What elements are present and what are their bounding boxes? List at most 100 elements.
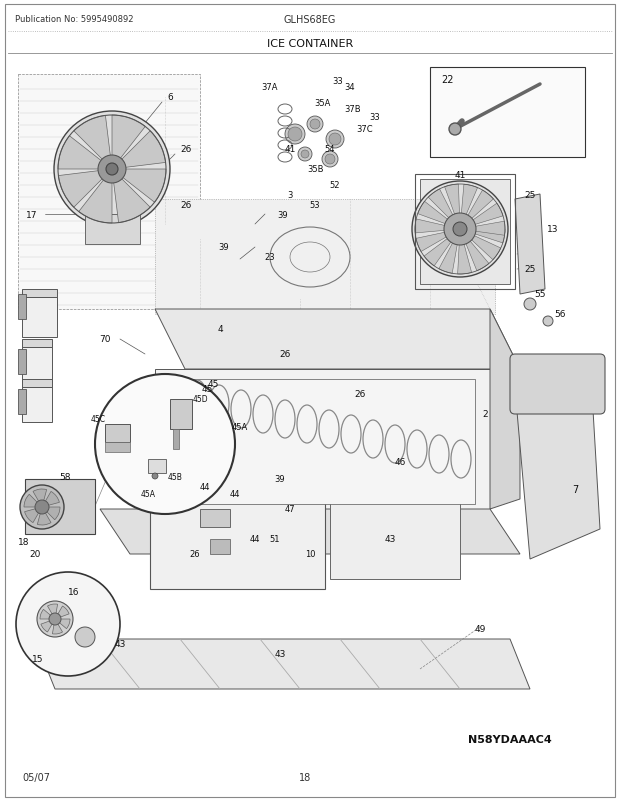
Polygon shape [175, 379, 475, 504]
Polygon shape [35, 639, 530, 689]
Wedge shape [460, 229, 489, 271]
Circle shape [106, 164, 118, 176]
Text: 45A: 45A [232, 423, 248, 432]
Wedge shape [415, 220, 460, 233]
Circle shape [543, 317, 553, 326]
Text: 33: 33 [332, 78, 343, 87]
Text: 39: 39 [278, 210, 288, 219]
Text: GLHS68EG: GLHS68EG [284, 15, 336, 25]
Polygon shape [22, 347, 52, 383]
Text: 43: 43 [384, 535, 396, 544]
Circle shape [307, 117, 323, 133]
Polygon shape [22, 298, 57, 338]
Wedge shape [42, 508, 60, 520]
Text: 44: 44 [250, 535, 260, 544]
Text: 51: 51 [270, 535, 280, 544]
Text: 33: 33 [370, 113, 381, 123]
Text: 18: 18 [299, 772, 311, 782]
Bar [148, 460, 166, 473]
Polygon shape [515, 195, 545, 294]
Text: 70: 70 [99, 335, 111, 344]
Polygon shape [100, 509, 520, 554]
Text: 39: 39 [275, 475, 285, 484]
Text: 16: 16 [68, 588, 80, 597]
Circle shape [20, 485, 64, 529]
Wedge shape [416, 229, 460, 252]
Bar [18, 75, 200, 310]
Wedge shape [40, 610, 55, 619]
Wedge shape [25, 508, 42, 523]
Circle shape [98, 156, 126, 184]
Text: 37B: 37B [345, 105, 361, 115]
Text: 45A: 45A [141, 490, 156, 499]
Text: 15: 15 [32, 654, 44, 664]
Text: Publication No: 5995490892: Publication No: 5995490892 [15, 15, 133, 25]
Polygon shape [22, 387, 52, 423]
Text: 45: 45 [207, 380, 219, 389]
Circle shape [95, 375, 235, 514]
Text: 26: 26 [180, 145, 192, 154]
Text: ICE CONTAINER: ICE CONTAINER [267, 39, 353, 49]
Text: 37A: 37A [262, 83, 278, 92]
FancyBboxPatch shape [510, 354, 605, 415]
Polygon shape [155, 310, 520, 370]
Wedge shape [74, 116, 112, 170]
Text: 39: 39 [219, 243, 229, 252]
Wedge shape [53, 619, 63, 634]
Bar [173, 429, 179, 449]
Text: 43: 43 [274, 650, 286, 658]
Text: N58YDAAAC4: N58YDAAAC4 [468, 734, 552, 744]
Circle shape [35, 500, 49, 514]
Wedge shape [460, 191, 494, 229]
Bar [18, 294, 26, 320]
Circle shape [310, 119, 320, 130]
Wedge shape [460, 229, 505, 244]
Circle shape [444, 214, 476, 245]
Text: 41: 41 [454, 170, 466, 180]
Circle shape [322, 152, 338, 168]
Text: 45B: 45B [167, 473, 182, 482]
Circle shape [152, 473, 158, 480]
Bar [430, 68, 585, 158]
Bar [155, 200, 495, 314]
Bar [18, 350, 26, 375]
Wedge shape [112, 115, 145, 170]
Wedge shape [58, 170, 112, 208]
Text: 05/07: 05/07 [22, 772, 50, 782]
Circle shape [449, 124, 461, 136]
Text: 41: 41 [285, 145, 296, 154]
Text: 4: 4 [217, 325, 223, 334]
Text: 26: 26 [354, 390, 366, 399]
Bar [150, 480, 325, 589]
Wedge shape [424, 229, 460, 266]
Text: 58: 58 [60, 473, 71, 482]
Polygon shape [155, 370, 490, 509]
Text: 44: 44 [200, 483, 210, 492]
Circle shape [412, 182, 508, 277]
Text: 37C: 37C [356, 125, 373, 134]
Bar [105, 424, 130, 443]
Text: 7: 7 [572, 484, 578, 494]
Wedge shape [58, 136, 112, 170]
Bar [415, 175, 515, 290]
Circle shape [49, 614, 61, 626]
Polygon shape [22, 379, 52, 387]
Wedge shape [460, 222, 505, 236]
Wedge shape [460, 185, 477, 229]
Text: 26: 26 [280, 350, 291, 359]
Text: 3: 3 [287, 190, 293, 199]
Text: 35B: 35B [308, 165, 324, 174]
Polygon shape [490, 310, 520, 509]
Polygon shape [22, 290, 57, 298]
Wedge shape [460, 204, 503, 229]
Wedge shape [33, 489, 46, 508]
Text: eReplacementParts.com: eReplacementParts.com [204, 443, 356, 456]
Text: 26: 26 [180, 200, 192, 209]
Bar [170, 399, 192, 429]
Circle shape [37, 602, 73, 638]
Text: 2: 2 [482, 410, 488, 419]
Text: 25: 25 [525, 265, 536, 274]
Circle shape [16, 573, 120, 676]
Text: 20: 20 [29, 550, 41, 559]
Text: 45D: 45D [192, 395, 208, 404]
